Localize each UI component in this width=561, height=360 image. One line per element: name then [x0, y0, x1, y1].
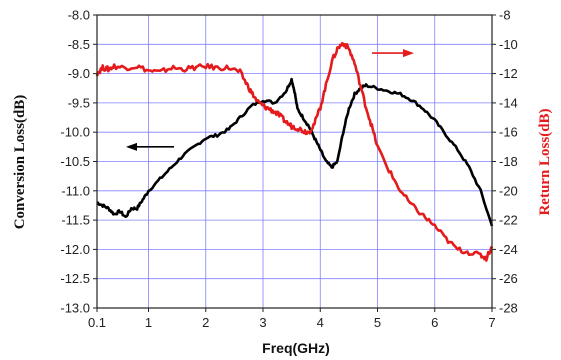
x-tick-label: 4 — [317, 315, 324, 330]
right-tick-label: -12 — [499, 66, 518, 81]
x-axis-title: Freq(GHz) — [262, 340, 330, 356]
right-tick-label: -18 — [499, 154, 518, 169]
right-axis-title: Return Loss(dB) — [537, 108, 553, 215]
right-axis-arrow-head — [403, 49, 414, 58]
right-tick-label: -24 — [499, 242, 518, 257]
right-tick-label: -20 — [499, 183, 518, 198]
right-tick-label: -26 — [499, 271, 518, 286]
right-tick-label: -16 — [499, 125, 518, 140]
left-tick-label: -12.5 — [60, 271, 90, 286]
series-layer — [95, 41, 494, 262]
left-axis-title: Conversion Loss(dB) — [12, 95, 28, 230]
left-tick-label: -9.5 — [68, 95, 90, 110]
left-axis-arrow-head — [126, 142, 137, 151]
return-loss-line — [95, 41, 494, 262]
left-tick-label: -8.5 — [68, 37, 90, 52]
x-tick-label: 7 — [488, 315, 495, 330]
left-tick-label: -11.0 — [61, 183, 90, 198]
grid — [96, 14, 493, 309]
x-tick-label: 5 — [374, 315, 381, 330]
right-tick-label: -28 — [499, 301, 518, 316]
x-tick-label: 3 — [259, 315, 266, 330]
x-tick-label: 6 — [431, 315, 438, 330]
left-tick-label: -9.0 — [68, 66, 90, 81]
right-tick-label: -8 — [499, 8, 511, 23]
x-tick-label: 0.1 — [88, 315, 106, 330]
ticks: 0.1 1 2 3 4 5 6 7 -8.0 -8.5 -9.0 -9.5 -10.0 -10.5 -11.… — [60, 8, 517, 331]
left-tick-label: -10.0 — [60, 125, 90, 140]
x-tick-label: 1 — [145, 315, 152, 330]
conversion-loss-line — [96, 77, 494, 227]
annotations — [126, 49, 414, 151]
right-tick-label: -10 — [499, 37, 518, 52]
left-tick-label: -11.5 — [61, 213, 90, 228]
left-tick-label: -12.0 — [60, 242, 90, 257]
left-tick-label: -8.0 — [68, 8, 90, 23]
right-tick-label: -14 — [499, 95, 518, 110]
left-tick-label: -10.5 — [60, 154, 90, 169]
right-tick-label: -22 — [499, 213, 518, 228]
x-tick-label: 2 — [202, 315, 209, 330]
left-tick-label: -13.0 — [60, 301, 90, 316]
